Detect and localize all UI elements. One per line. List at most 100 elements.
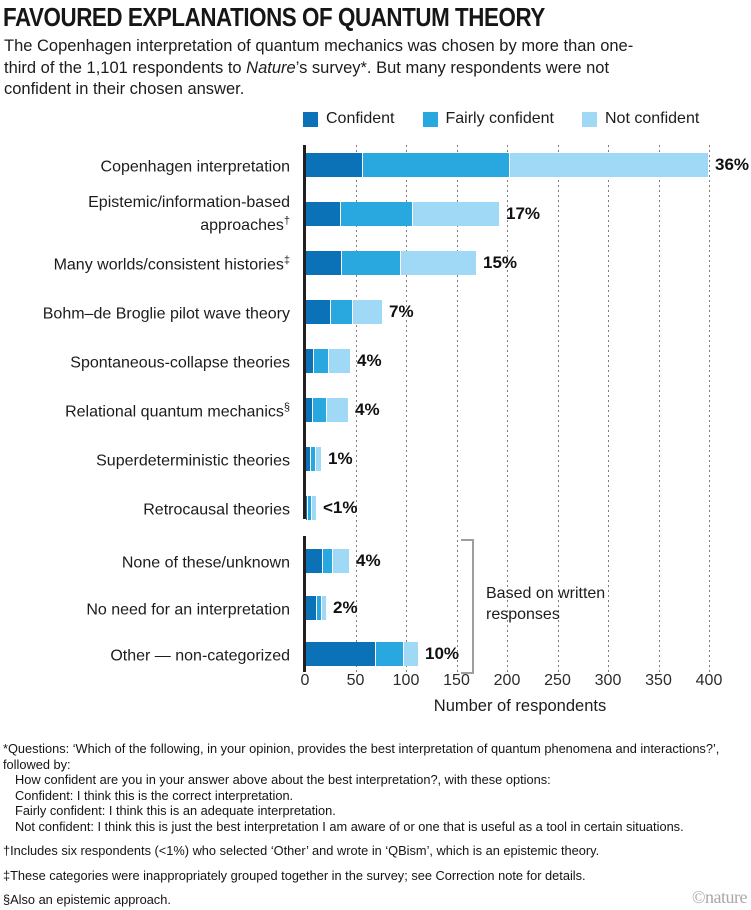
stacked-bar: 4%: [306, 398, 380, 422]
x-tick-label: 300: [594, 672, 622, 689]
category-label: None of these/unknown: [121, 554, 290, 572]
gridline: [355, 145, 357, 672]
stacked-bar: 15%: [306, 251, 517, 275]
category-label: Spontaneous-collapse theories: [70, 354, 290, 372]
stacked-bar: 4%: [306, 349, 382, 373]
percent-label: 2%: [333, 598, 358, 617]
legend-label: Fairly confident: [445, 110, 555, 127]
legend-item: Fairly confident: [422, 110, 555, 128]
subtitle: The Copenhagen interpretation of quantum…: [4, 36, 664, 101]
bar-segment-not-confident: [400, 251, 476, 275]
legend-swatch-icon: [422, 111, 438, 127]
bar-segment-not-confident: [321, 596, 326, 620]
bar-segment-confident: [306, 496, 307, 520]
x-axis-ticks: 0 50 100 150 200 250 300 350 400: [0, 672, 751, 692]
footnote-line: †Includes six respondents (<1%) who sele…: [3, 843, 600, 858]
y-axis-line-bottom-group: [303, 536, 306, 672]
x-tick-label: 200: [493, 672, 521, 689]
bar-segment-confident: [306, 153, 362, 177]
bar-segment-confident: [306, 549, 322, 573]
gridline: [507, 145, 508, 672]
stacked-bar: <1%: [306, 496, 358, 520]
bar-segment-not-confident: [315, 447, 321, 471]
bar-segment-not-confident: [412, 202, 499, 226]
chart-row: Bohm–de Broglie pilot wave theory 7%: [0, 300, 751, 324]
chart-row: Relational quantum mechanics§ 4%: [0, 398, 751, 422]
gridline: [658, 145, 660, 672]
bar-segment-confident: [306, 300, 330, 324]
legend-item: Not confident: [582, 110, 699, 128]
written-responses-bracket: [461, 539, 474, 674]
legend-label: Not confident: [605, 110, 700, 127]
legend-label: Confident: [326, 110, 395, 127]
footnote-line: Fairly confident: I think this is an ade…: [15, 803, 336, 818]
bar-segment-fairly-confident: [310, 447, 315, 471]
chart-row: Spontaneous-collapse theories 4%: [0, 349, 751, 373]
x-tick-label: 350: [645, 672, 672, 689]
footnote-line: ‡These categories were inappropriately g…: [3, 867, 586, 883]
chart-row: Retrocausal theories <1%: [0, 496, 751, 520]
footnote-line: Confident: I think this is the correct i…: [15, 787, 294, 803]
bar-segment-confident: [306, 398, 312, 422]
stacked-bar: 7%: [306, 300, 414, 324]
stacked-bar: 17%: [306, 202, 540, 226]
stacked-bar: 36%: [306, 153, 749, 177]
bar-chart: Copenhagen interpretation 36% Epistemic/…: [0, 145, 751, 715]
x-tick-label: 400: [695, 672, 723, 689]
x-tick-label: 150: [443, 672, 470, 689]
chart-row: No need for an interpretation 2%: [0, 596, 751, 620]
category-label: Relational quantum mechanics§: [65, 401, 290, 421]
gridline: [557, 145, 559, 672]
chart-row: Other — non-categorized 10%: [0, 642, 751, 666]
category-label: Bohm–de Broglie pilot wave theory: [42, 305, 290, 323]
footnote-line: How confident are you in your answer abo…: [15, 772, 551, 787]
percent-label: 1%: [328, 449, 353, 468]
percent-label: 15%: [483, 253, 518, 272]
percent-label: 10%: [425, 644, 460, 663]
category-label: No need for an interpretation: [86, 601, 290, 619]
chart-row: Many worlds/consistent histories‡ 15%: [0, 251, 751, 275]
x-tick-label: 100: [392, 672, 420, 689]
bar-segment-confident: [306, 202, 340, 226]
bar-segment-not-confident: [403, 642, 418, 666]
bar-segment-confident: [306, 596, 316, 620]
stacked-bar: 1%: [306, 447, 353, 471]
chart-row: Superdeterministic theories 1%: [0, 447, 751, 471]
page-title: FAVOURED EXPLANATIONS OF QUANTUM THEORY: [3, 2, 545, 32]
x-tick-label: 250: [544, 672, 571, 689]
legend-swatch-icon: [303, 111, 318, 127]
subtitle-italic-nature: Nature: [246, 58, 296, 77]
bar-segment-not-confident: [326, 398, 348, 422]
stacked-bar: 2%: [306, 596, 358, 620]
bar-segment-confident: [306, 642, 375, 666]
legend-item: Confident: [303, 110, 395, 128]
stacked-bar: 10%: [306, 642, 459, 666]
bar-segment-confident: [306, 447, 310, 471]
percent-label: 36%: [715, 155, 750, 174]
subtitle-text-tail: ’s survey*. But many respondents were no…: [4, 58, 610, 99]
x-axis-title: Number of respondents: [433, 697, 607, 715]
gridline: [608, 145, 609, 672]
bar-segment-confident: [306, 349, 313, 373]
footnotes: *Questions: ‘Which of the following, in …: [3, 741, 749, 908]
x-tick-label: 50: [346, 672, 365, 689]
gridline: [456, 145, 458, 672]
percent-label: 4%: [356, 551, 381, 570]
bar-segment-fairly-confident: [313, 349, 328, 373]
chart-row: None of these/unknown 4%: [0, 549, 751, 573]
bracket-label: Based on written responses: [486, 585, 606, 623]
bar-segment-confident: [306, 251, 341, 275]
percent-label: <1%: [323, 498, 358, 517]
bar-segment-fairly-confident: [312, 398, 326, 422]
bar-segment-fairly-confident: [362, 153, 509, 177]
y-axis-line-top-group: [303, 145, 306, 519]
footnote-line: §Also an epistemic approach.: [3, 892, 171, 907]
legend-swatch-icon: [582, 111, 597, 127]
bar-segment-fairly-confident: [340, 202, 412, 226]
bar-segment-fairly-confident: [330, 300, 352, 324]
chart-row: Copenhagen interpretation 36%: [0, 153, 751, 177]
bar-segment-fairly-confident: [375, 642, 403, 666]
chart-row: Epistemic/information-based approaches† …: [0, 194, 751, 234]
chart-legend: Confident Fairly confident Not confident: [303, 110, 699, 128]
